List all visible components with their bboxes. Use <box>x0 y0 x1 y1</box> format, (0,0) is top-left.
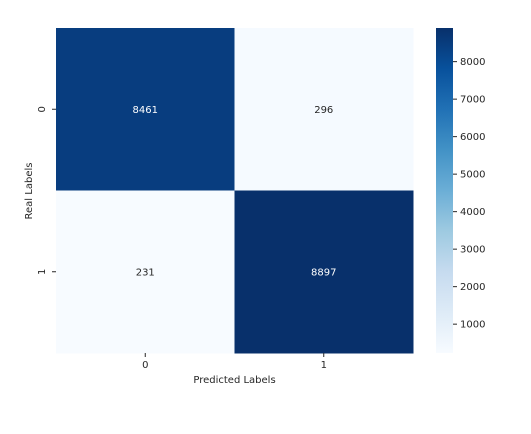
cell-annotations: 8461 296 231 8897 <box>133 105 337 279</box>
y-tick-label-1: 1 <box>37 269 48 275</box>
y-axis-ticks: 01 <box>37 106 56 275</box>
cell-label-1-0: 231 <box>136 267 155 278</box>
colorbar-tick-label-7: 8000 <box>460 57 485 68</box>
y-axis-title: Real Labels <box>24 163 35 220</box>
colorbar <box>436 28 453 353</box>
cell-label-1-1: 8897 <box>311 267 336 278</box>
colorbar-tick-label-5: 6000 <box>460 132 485 143</box>
heatmap-cell-1-0 <box>56 190 235 354</box>
x-tick-label-1: 1 <box>321 360 327 371</box>
colorbar-tick-label-4: 5000 <box>460 170 485 181</box>
colorbar-tick-label-3: 4000 <box>460 207 485 218</box>
heatmap-cell-0-0 <box>56 28 235 191</box>
colorbar-tick-label-0: 1000 <box>460 320 485 331</box>
heatmap-cell-1-1 <box>234 190 414 354</box>
colorbar-ticks: 1000 2000 3000 4000 5000 6000 7000 8000 <box>453 57 485 331</box>
colorbar-tick-label-6: 7000 <box>460 95 485 106</box>
colorbar-tick-label-2: 3000 <box>460 245 485 256</box>
x-axis-title: Predicted Labels <box>193 375 275 386</box>
cell-label-0-1: 296 <box>314 105 333 116</box>
x-tick-label-0: 0 <box>142 360 148 371</box>
heatmap-cells <box>56 28 414 354</box>
colorbar-gradient <box>436 28 453 353</box>
cell-label-0-0: 8461 <box>133 105 158 116</box>
colorbar-tick-label-1: 2000 <box>460 282 485 293</box>
heatmap-cell-0-1 <box>234 28 414 191</box>
y-tick-label-0: 0 <box>37 106 48 112</box>
